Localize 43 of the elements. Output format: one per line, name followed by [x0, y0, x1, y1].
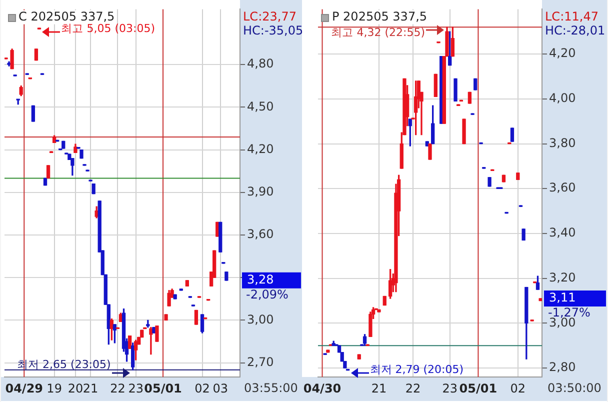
y-tick-label: 4,80 — [247, 56, 274, 71]
annotation: 최저 2,79 (20:05) — [370, 363, 464, 376]
x-tick-label: 04/30 — [303, 381, 342, 396]
y-tick-label: 2,70 — [247, 354, 274, 369]
x-tick-label: 23 — [128, 381, 144, 396]
text: 3,11 — [549, 290, 576, 305]
text: 3,28 — [247, 272, 274, 287]
text: LC:11,47 — [545, 9, 598, 24]
text: 03:55:00 — [244, 381, 298, 396]
chart-title: P 202505 337,5 — [332, 9, 428, 24]
x-tick-label: 21 — [82, 381, 98, 396]
y-tick-label: 3,80 — [549, 136, 576, 150]
y-tick-label: 2,80 — [549, 360, 576, 374]
x-tick-label: 02 — [510, 381, 526, 396]
text: 03:50:00 — [548, 381, 602, 396]
y-tick-label: 3,40 — [549, 226, 576, 240]
y-tick-label: 4,20 — [549, 46, 576, 60]
x-tick-label: 22 — [405, 381, 421, 396]
y-tick-label: 3,90 — [247, 184, 274, 199]
y-tick-label: 3,60 — [549, 180, 576, 195]
y-tick-label: 4,20 — [247, 142, 274, 156]
annotation: 최고 5,05 (03:05) — [61, 22, 156, 35]
text: HC:-35,05 — [243, 23, 304, 38]
x-tick-label: 23 — [442, 381, 458, 396]
y-tick-label: 3,00 — [247, 312, 274, 326]
x-tick-label: 22 — [110, 381, 126, 396]
x-tick-label: 21 — [371, 381, 387, 396]
y-tick-label: 3,60 — [247, 227, 274, 242]
y-tick-label: 4,00 — [549, 91, 576, 106]
x-tick-label: 20 — [68, 381, 84, 396]
x-tick-label: 04/29 — [5, 381, 44, 396]
ref-line-label: 최고 4,32 (22:55) — [331, 26, 426, 39]
y-tick-label: 4,50 — [247, 99, 274, 114]
x-tick-label: 19 — [46, 381, 62, 396]
x-tick-label: 05/01 — [459, 381, 498, 396]
x-tick-label: 03 — [212, 381, 228, 396]
text: HC:-28,01 — [545, 23, 606, 38]
text: -2,09% — [246, 288, 288, 302]
x-tick-label: 05/01 — [144, 381, 182, 396]
chart-title: C 202505 337,5 — [18, 9, 115, 24]
y-tick-label: 3,20 — [549, 270, 576, 284]
x-tick-label: 02 — [194, 381, 210, 396]
text: LC:23,77 — [243, 9, 296, 24]
